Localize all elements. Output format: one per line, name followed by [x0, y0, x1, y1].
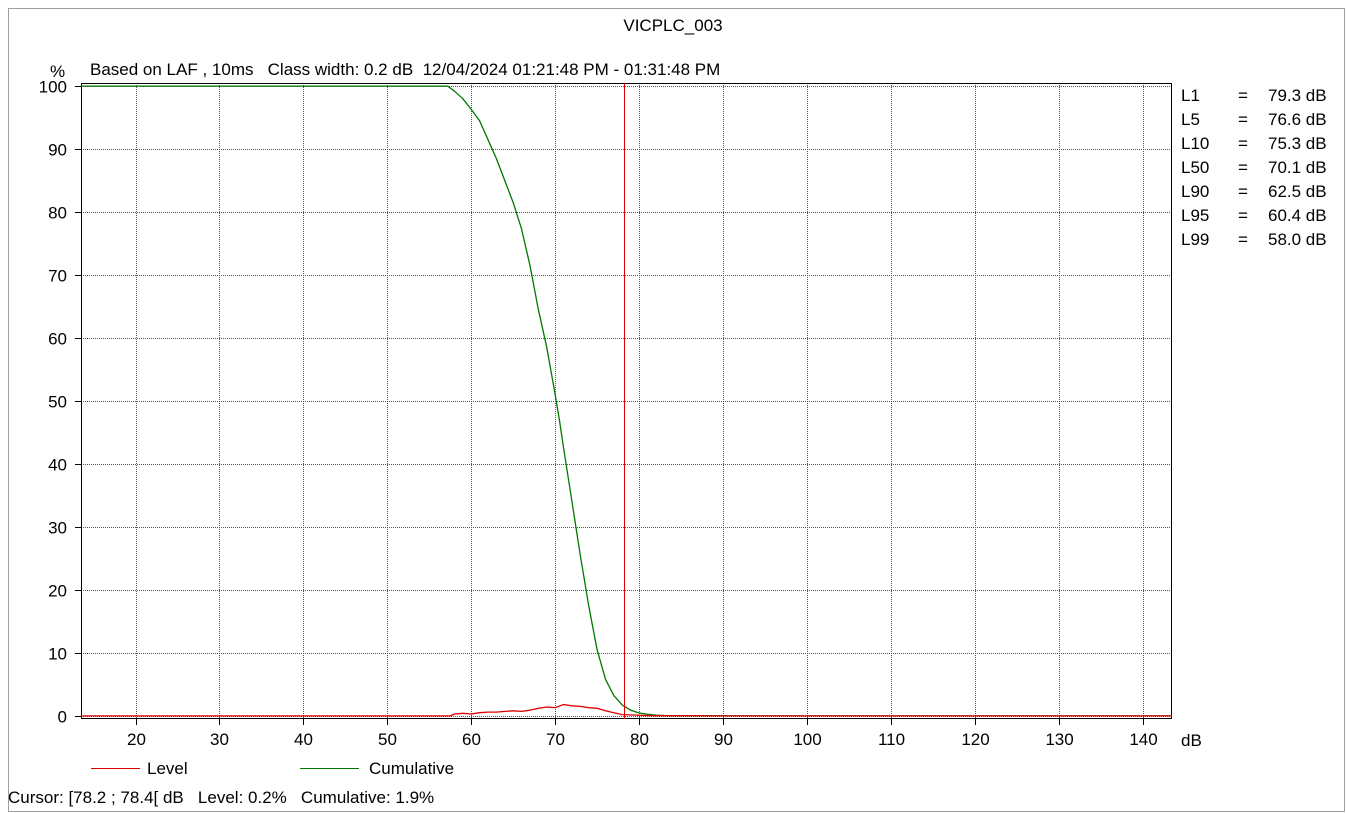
y-tick-label: 90: [48, 141, 67, 160]
x-tick-label: 80: [630, 730, 649, 749]
stat-row-l99: L99 = 58.0 dB: [1181, 230, 1327, 330]
x-tick-label: 30: [210, 730, 229, 749]
stat-name: L99: [1181, 230, 1210, 249]
y-tick-label: 100: [39, 78, 67, 97]
stat-equals: =: [1238, 110, 1248, 129]
y-tick-label: 40: [48, 456, 67, 475]
x-tick-label: 110: [878, 730, 905, 749]
stat-name: L90: [1181, 182, 1210, 201]
x-tick-label: 130: [1045, 730, 1073, 749]
y-tick-label: 20: [48, 582, 67, 601]
legend-label-cumulative: Cumulative: [369, 759, 455, 778]
y-tick-label: 30: [48, 519, 67, 538]
stat-name: L95: [1181, 206, 1210, 225]
x-tick-label: 100: [793, 730, 821, 749]
chart-title: VICPLC_003: [623, 16, 723, 35]
y-tick-label: 70: [48, 267, 67, 286]
stat-row-l95: L95 = 60.4 dB: [1181, 206, 1327, 306]
y-axis-label: %: [50, 62, 66, 81]
y-tick-label: 0: [58, 708, 67, 727]
stat-equals: =: [1238, 206, 1248, 225]
stat-equals: =: [1238, 158, 1248, 177]
plot-border: [81, 83, 1172, 719]
x-tick-label: 60: [462, 730, 481, 749]
y-tick-label: 50: [48, 393, 67, 412]
stat-name: L1: [1181, 86, 1200, 105]
x-tick-label: 20: [127, 730, 146, 749]
stat-name: L5: [1181, 110, 1200, 129]
stat-value: 76.6 dB: [1268, 110, 1327, 129]
x-tick-label: 50: [378, 730, 397, 749]
stat-name: L10: [1181, 134, 1210, 153]
x-tick-label: 70: [546, 730, 565, 749]
y-tick-label: 80: [48, 204, 67, 223]
stat-equals: =: [1238, 182, 1248, 201]
legend-swatch-level: [91, 768, 140, 769]
series-line-level: [81, 703, 1172, 717]
stat-value: 62.5 dB: [1268, 182, 1327, 201]
x-tick-label: 120: [961, 730, 989, 749]
x-tick-label: 90: [714, 730, 733, 749]
x-tick-label: 40: [294, 730, 313, 749]
stat-row-l10: L10 = 75.3 dB: [1181, 134, 1327, 234]
cursor-readout: Cursor: [78.2 ; 78.4[ dB Level: 0.2% Cum…: [8, 788, 435, 807]
stat-equals: =: [1238, 86, 1248, 105]
stat-value: 79.3 dB: [1268, 86, 1327, 105]
stat-name: L50: [1181, 158, 1210, 177]
stat-value: 75.3 dB: [1268, 134, 1327, 153]
x-tick-label: 140: [1129, 730, 1157, 749]
x-axis-label: dB: [1181, 731, 1202, 750]
stat-row-l5: L5 = 76.6 dB: [1181, 110, 1327, 210]
legend-label-level: Level: [147, 759, 188, 778]
y-tick-label: 10: [48, 645, 67, 664]
stat-equals: =: [1238, 134, 1248, 153]
stat-value: 70.1 dB: [1268, 158, 1327, 177]
plot-area: [81, 83, 1172, 719]
stat-row-l90: L90 = 62.5 dB: [1181, 182, 1327, 282]
stat-value: 58.0 dB: [1268, 230, 1327, 249]
legend-swatch-cumulative: [300, 768, 359, 769]
chart-subtitle: Based on LAF , 10ms Class width: 0.2 dB …: [90, 60, 721, 79]
stat-value: 60.4 dB: [1268, 206, 1327, 225]
y-tick-label: 60: [48, 330, 67, 349]
stat-equals: =: [1238, 230, 1248, 249]
stat-row-l50: L50 = 70.1 dB: [1181, 158, 1327, 258]
stat-row-l1: L1 = 79.3 dB: [1181, 86, 1327, 186]
